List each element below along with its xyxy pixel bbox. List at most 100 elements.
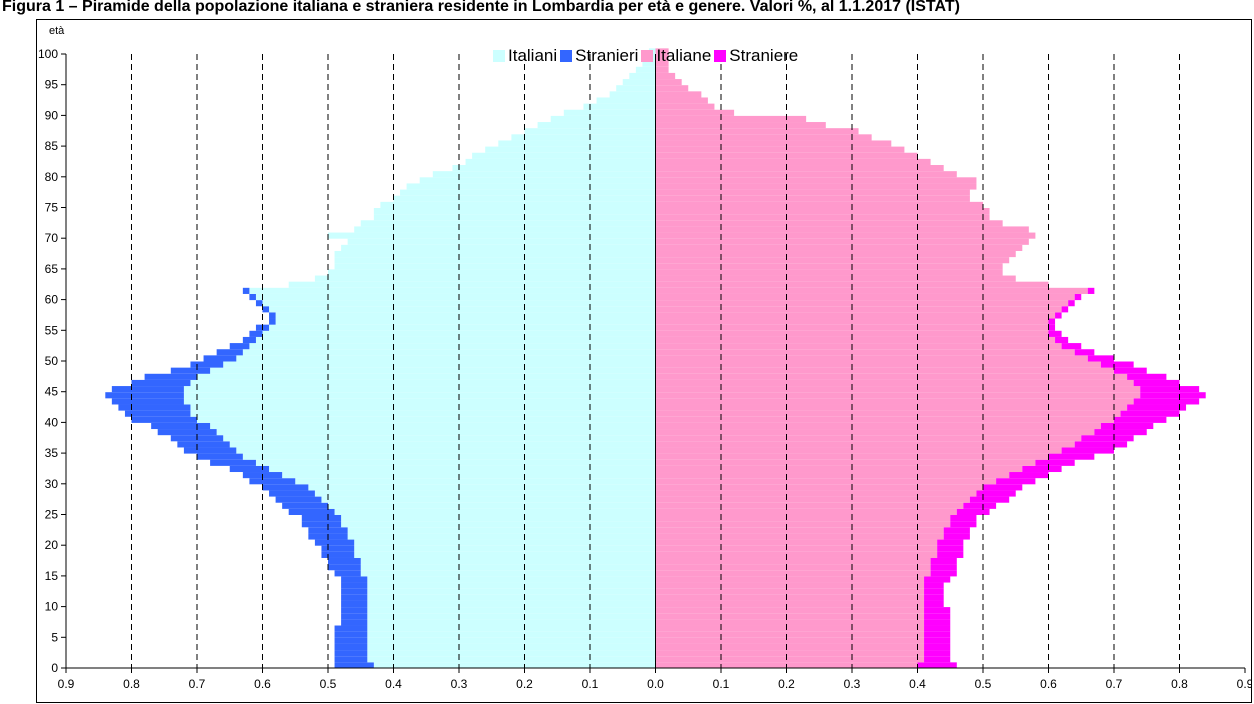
bar-italiani-age-38 [216,429,656,436]
bar-stranieri-age-53 [242,336,256,344]
bar-italiani-age-47 [197,373,656,380]
bar-stranieri-age-17 [328,557,361,565]
bar-stranieri-age-0 [334,662,374,669]
bar-straniere-age-6 [924,625,951,632]
bar-italiani-age-82 [465,158,656,166]
bar-italiani-age-72 [360,220,656,227]
bar-stranieri-age-52 [229,343,250,350]
bar-stranieri-age-50 [203,355,237,362]
bar-italiane-age-87 [655,128,859,135]
bar-italiani-age-9 [367,607,656,614]
bar-italiani-age-81 [452,165,656,172]
legend-swatch-italiane [641,50,654,62]
bar-italiane-age-5 [655,631,925,638]
bar-italiani-age-4 [367,637,656,644]
bar-straniere-age-28 [976,490,1016,497]
bar-italiani-age-1 [367,656,656,663]
bar-italiane-age-73 [655,214,990,221]
x-tick-label: 0.9 [58,677,75,691]
bar-italiane-age-28 [655,490,977,497]
bar-italiani-age-23 [341,521,656,528]
bar-straniere-age-51 [1074,349,1095,356]
bar-straniere-age-11 [924,594,944,601]
bar-stranieri-age-9 [341,607,368,614]
bar-italiani-age-48 [210,367,656,374]
bar-straniere-age-40 [1114,416,1167,423]
bar-italiani-age-53 [255,336,656,344]
y-tick-label: 35 [45,446,59,460]
bar-italiane-age-94 [655,85,689,92]
y-tick-label: 10 [45,600,59,614]
bar-straniere-age-33 [1035,459,1075,466]
bar-italiani-age-27 [321,496,656,503]
legend-label-stranieri: Stranieri [575,46,639,65]
bar-italiani-age-37 [223,435,656,442]
bar-italiani-age-92 [596,97,656,104]
bar-italiane-age-43 [655,398,1134,405]
bar-stranieri-age-5 [334,631,368,638]
bar-italiani-age-15 [360,570,656,577]
y-tick-label: 15 [45,569,59,583]
bar-italiani-age-75 [380,201,656,208]
bar-italiani-age-62 [288,281,656,288]
bar-straniere-age-42 [1127,404,1187,411]
bar-italiane-age-74 [655,208,990,215]
y-tick-label: 100 [38,47,58,61]
bar-italiane-age-86 [655,134,872,141]
bar-straniere-age-57 [1055,312,1062,319]
bar-italiane-age-41 [655,410,1121,417]
bar-italiani-age-49 [223,361,656,368]
bar-italiane-age-99 [655,54,669,61]
bar-stranieri-age-7 [341,619,368,626]
bar-italiane-age-31 [655,472,1010,479]
bar-stranieri-age-33 [210,459,256,466]
bar-italiani-age-16 [360,564,656,571]
bar-stranieri-age-40 [131,416,197,423]
bar-italiani-age-22 [347,527,656,534]
y-axis-label: età [49,25,65,37]
bar-italiane-age-70 [655,232,1036,239]
bar-straniere-age-20 [937,539,964,546]
bar-italiani-age-45 [183,386,656,393]
bar-italiane-age-33 [655,459,1036,466]
bar-straniere-age-21 [943,533,970,540]
legend-swatch-italiani [493,50,505,62]
bar-italiani-age-20 [354,539,656,546]
bar-italiane-age-97 [655,66,669,73]
legend-item-italiane: Italiane [641,46,711,66]
bar-straniere-age-13 [924,582,944,589]
bar-italiane-age-88 [655,122,826,129]
bar-italiani-age-68 [341,244,656,251]
bar-italiane-age-54 [655,330,1049,337]
bar-italiane-age-4 [655,637,925,644]
bar-italiane-age-3 [655,643,925,651]
bar-italiani-age-56 [275,318,656,325]
bar-straniere-age-1 [924,656,951,663]
bar-straniere-age-35 [1061,447,1114,454]
bar-italiane-age-57 [655,312,1056,319]
bar-stranieri-age-14 [341,576,368,583]
bar-stranieri-age-49 [190,361,224,368]
bar-italiane-age-77 [655,189,970,196]
bar-italiani-age-65 [334,263,656,270]
bar-italiani-age-40 [197,416,656,423]
bar-italiane-age-50 [655,355,1088,362]
bar-straniere-age-16 [930,564,957,571]
bar-italiani-age-41 [190,410,656,417]
y-tick-label: 20 [45,538,59,552]
bar-stranieri-age-57 [269,312,276,319]
y-tick-label: 0 [51,661,58,675]
x-tick-label: 0.3 [844,677,861,691]
legend-label-italiane: Italiane [656,46,712,65]
bar-italiane-age-92 [655,97,708,104]
bar-stranieri-age-44 [105,392,184,399]
y-tick-label: 80 [45,170,59,184]
bar-italiani-age-34 [242,453,656,460]
bar-italiani-age-93 [609,91,656,98]
bar-straniere-age-52 [1061,343,1082,350]
bar-italiani-age-78 [406,183,656,190]
bar-italiani-age-32 [269,465,656,473]
bar-italiane-age-26 [655,502,964,509]
y-tick-label: 85 [45,139,59,153]
bar-italiane-age-17 [655,557,931,565]
